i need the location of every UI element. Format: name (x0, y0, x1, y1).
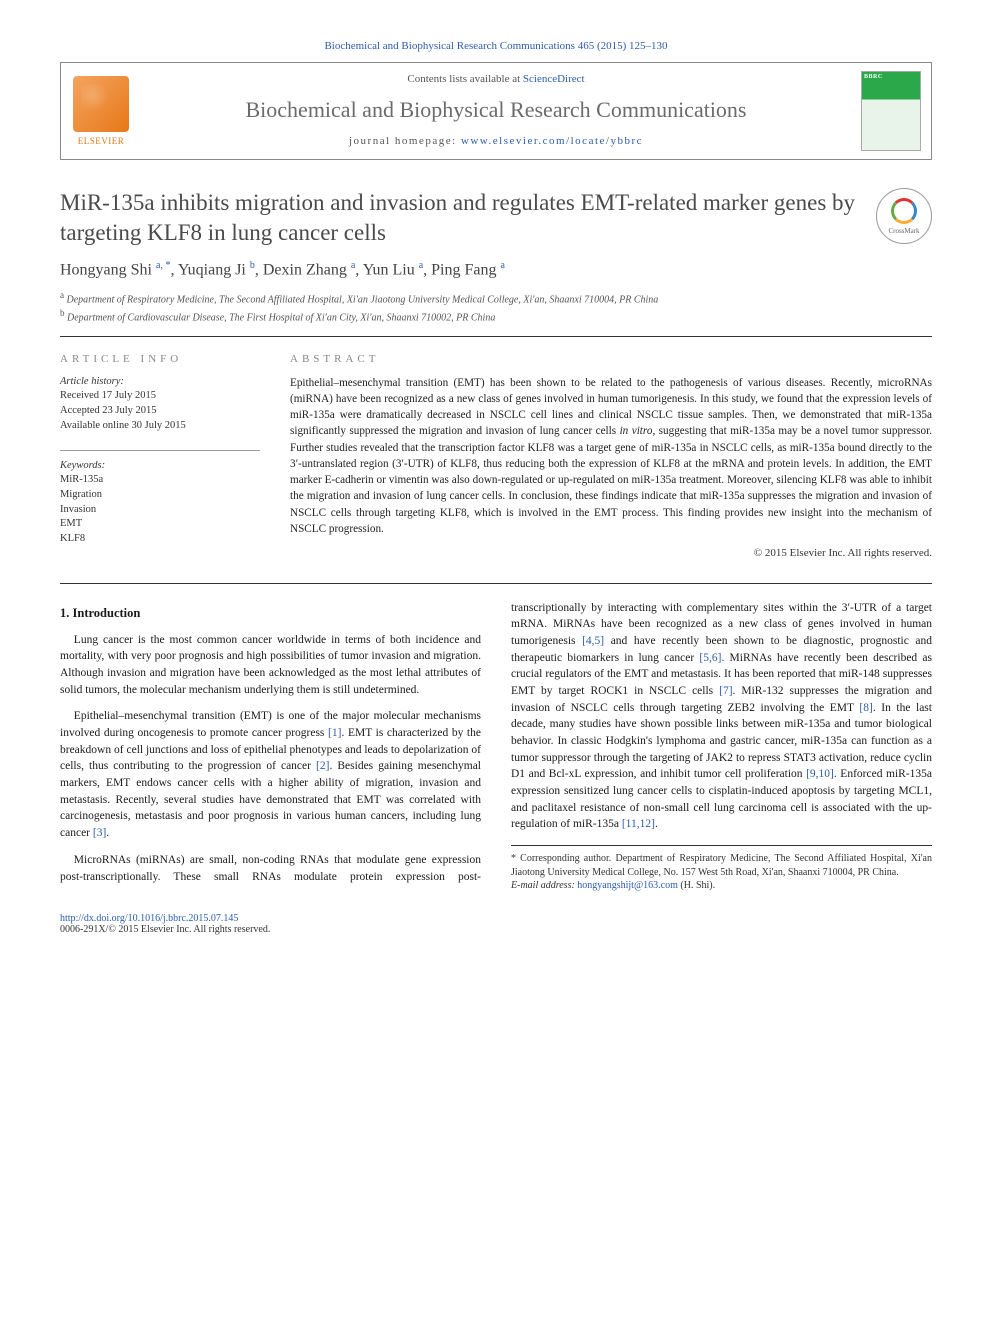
keyword-item: Migration (60, 488, 260, 503)
accepted-date: Accepted 23 July 2015 (60, 404, 260, 419)
corresponding-email[interactable]: hongyangshijt@163.com (577, 880, 678, 891)
homepage-link[interactable]: www.elsevier.com/locate/ybbrc (461, 135, 643, 147)
citation-9-10[interactable]: [9,10] (806, 768, 834, 780)
info-divider (60, 450, 260, 451)
citation-5-6[interactable]: [5,6] (699, 652, 721, 664)
keywords-list: MiR-135aMigrationInvasionEMTKLF8 (60, 473, 260, 546)
abstract-copyright: © 2015 Elsevier Inc. All rights reserved… (290, 547, 932, 559)
email-line: E-mail address: hongyangshijt@163.com (H… (511, 879, 932, 893)
online-date: Available online 30 July 2015 (60, 419, 260, 434)
abstract-text: Epithelial–mesenchymal transition (EMT) … (290, 375, 932, 537)
citation-7[interactable]: [7] (719, 685, 732, 697)
issn-copyright: 0006-291X/© 2015 Elsevier Inc. All right… (60, 924, 932, 935)
contents-prefix: Contents lists available at (407, 73, 522, 85)
citation-8[interactable]: [8] (859, 702, 872, 714)
journal-header-box: ELSEVIER Contents lists available at Sci… (60, 62, 932, 160)
received-date: Received 17 July 2015 (60, 389, 260, 404)
footer-block: http://dx.doi.org/10.1016/j.bbrc.2015.07… (60, 913, 932, 935)
journal-title: Biochemical and Biophysical Research Com… (153, 97, 839, 123)
abstract-heading: ABSTRACT (290, 353, 932, 365)
keywords-label: Keywords: (60, 460, 105, 471)
article-title: MiR-135a inhibits migration and invasion… (60, 188, 876, 248)
citation-1[interactable]: [1] (328, 727, 341, 739)
author-list: Hongyang Shi a, *, Yuqiang Ji b, Dexin Z… (60, 260, 932, 279)
publisher-name: ELSEVIER (78, 136, 125, 146)
title-block: MiR-135a inhibits migration and invasion… (60, 188, 932, 248)
introduction-heading: 1. Introduction (60, 604, 481, 622)
journal-header-center: Contents lists available at ScienceDirec… (141, 63, 851, 159)
intro-para-2: Epithelial–mesenchymal transition (EMT) … (60, 708, 481, 841)
p2-d: . (106, 827, 109, 839)
citation-11-12[interactable]: [11,12] (622, 818, 655, 830)
crossmark-badge[interactable]: CrossMark (876, 188, 932, 244)
divider-top (60, 336, 932, 337)
article-history: Article history: Received 17 July 2015 A… (60, 375, 260, 434)
article-info-heading: ARTICLE INFO (60, 353, 260, 365)
keywords-block: Keywords: MiR-135aMigrationInvasionEMTKL… (60, 459, 260, 547)
intro-para-1: Lung cancer is the most common cancer wo… (60, 632, 481, 699)
publisher-logo-cell: ELSEVIER (61, 63, 141, 159)
affiliation-line: b Department of Cardiovascular Disease, … (60, 307, 932, 325)
crossmark-label: CrossMark (888, 227, 919, 235)
journal-homepage-line: journal homepage: www.elsevier.com/locat… (153, 135, 839, 147)
doi-link[interactable]: http://dx.doi.org/10.1016/j.bbrc.2015.07… (60, 913, 238, 924)
crossmark-ring-icon (891, 198, 917, 224)
citation-3[interactable]: [3] (93, 827, 106, 839)
cover-badge-text: BBRC (864, 74, 883, 80)
corresponding-text: * Corresponding author. Department of Re… (511, 852, 932, 879)
corresponding-author-footnote: * Corresponding author. Department of Re… (511, 845, 932, 893)
keyword-item: Invasion (60, 503, 260, 518)
homepage-prefix: journal homepage: (349, 135, 461, 147)
article-info-column: ARTICLE INFO Article history: Received 1… (60, 353, 260, 563)
journal-reference: Biochemical and Biophysical Research Com… (60, 40, 932, 52)
info-abstract-row: ARTICLE INFO Article history: Received 1… (60, 353, 932, 563)
citation-2[interactable]: [2] (316, 760, 329, 772)
p3-g: . (655, 818, 658, 830)
email-label: E-mail address: (511, 880, 577, 891)
sciencedirect-link[interactable]: ScienceDirect (523, 73, 585, 85)
keyword-item: MiR-135a (60, 473, 260, 488)
affiliation-line: a Department of Respiratory Medicine, Th… (60, 289, 932, 307)
contents-available-line: Contents lists available at ScienceDirec… (153, 73, 839, 85)
abstract-column: ABSTRACT Epithelial–mesenchymal transiti… (290, 353, 932, 563)
affiliations-block: a Department of Respiratory Medicine, Th… (60, 289, 932, 326)
email-suffix: (H. Shi). (678, 880, 715, 891)
journal-cover-thumbnail: BBRC (861, 71, 921, 151)
divider-mid (60, 583, 932, 584)
elsevier-tree-icon (73, 76, 129, 132)
body-two-column: 1. Introduction Lung cancer is the most … (60, 600, 932, 893)
history-label: Article history: (60, 376, 124, 387)
journal-cover-cell: BBRC (851, 63, 931, 159)
keyword-item: EMT (60, 517, 260, 532)
keyword-item: KLF8 (60, 532, 260, 547)
citation-4-5[interactable]: [4,5] (582, 635, 604, 647)
